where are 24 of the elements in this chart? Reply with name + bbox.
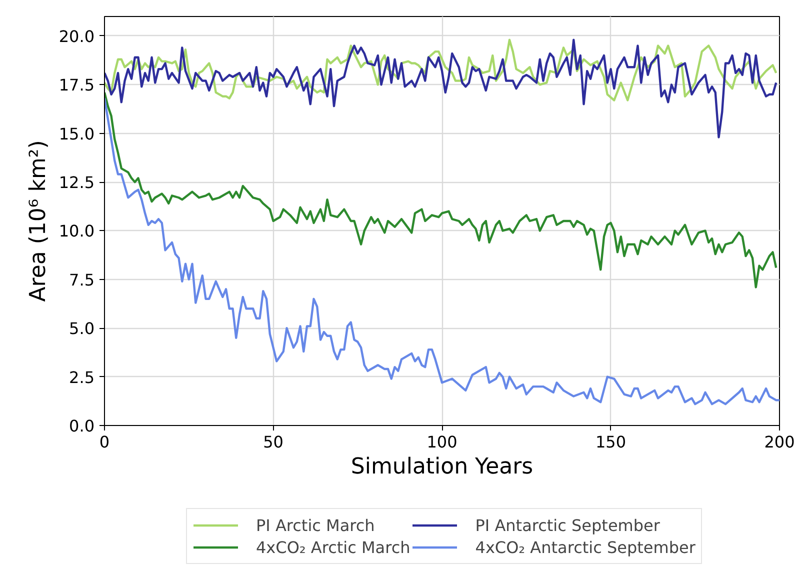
line-series <box>104 97 780 406</box>
x-tick-label: 50 <box>263 432 284 452</box>
x-tick-label: 150 <box>595 432 626 452</box>
x-tick-label: 200 <box>764 432 795 452</box>
legend-label: 4xCO₂ Antarctic September <box>475 538 696 556</box>
y-tick-label: 10.0 <box>58 222 94 241</box>
x-tick-label: 100 <box>426 432 458 452</box>
y-tick-label: 2.5 <box>69 368 95 387</box>
line-series <box>104 38 778 138</box>
y-tick-label: 5.0 <box>69 319 95 338</box>
line-series <box>104 91 778 288</box>
x-axis-title: Simulation Years <box>350 454 534 480</box>
y-tick-label: 7.5 <box>69 270 95 290</box>
line-series <box>104 38 778 102</box>
legend-label: 4xCO₂ Arctic March <box>256 538 410 556</box>
legend-label: PI Arctic March <box>256 516 375 534</box>
y-tick-label: 12.5 <box>58 173 94 192</box>
y-tick-label: 17.5 <box>58 76 94 95</box>
x-tick-label: 0 <box>99 432 110 452</box>
y-tick-label: 15.0 <box>58 124 94 144</box>
y-tick-label: 0.0 <box>69 416 95 436</box>
y-axis-title: Area (10⁶ km²) <box>26 140 51 302</box>
y-tick-label: 20.0 <box>58 26 94 46</box>
legend-label: PI Antarctic September <box>475 516 660 534</box>
